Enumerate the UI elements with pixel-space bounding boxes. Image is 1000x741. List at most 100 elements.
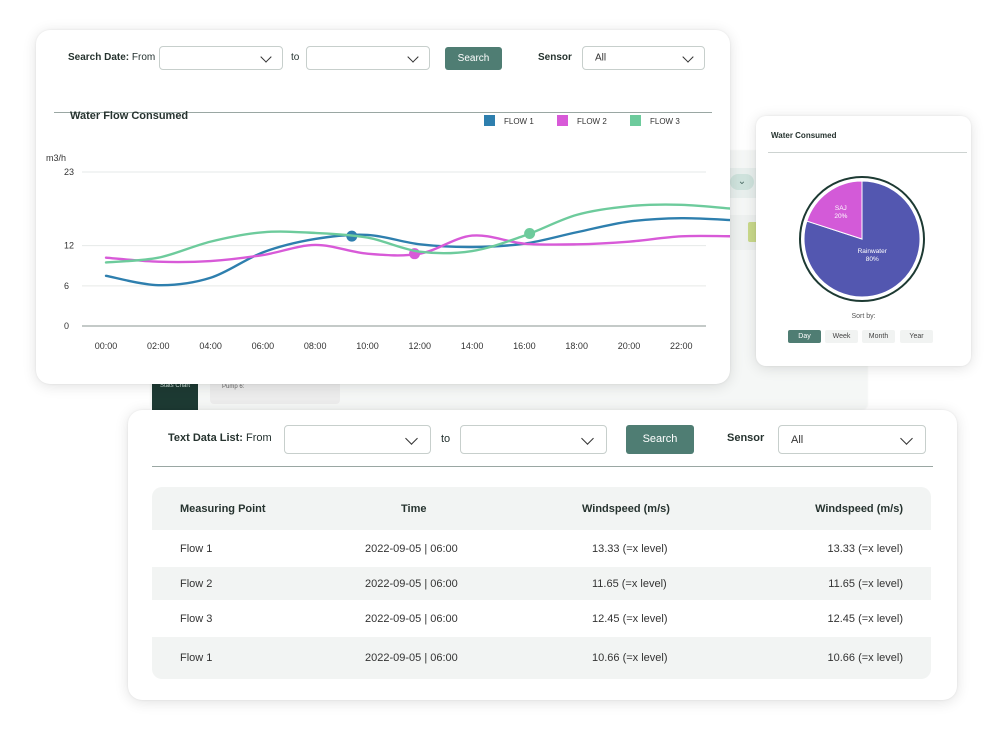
legend-label-flow-3: FLOW 3 [650, 117, 680, 126]
list-sensor-select[interactable]: All [778, 425, 926, 454]
cell-time: 2022-09-05 | 06:00 [365, 542, 458, 555]
background-pill: ⌄ [730, 174, 754, 190]
data-table: Measuring Point Time Windspeed (m/s) Win… [152, 487, 931, 679]
chevron-down-icon [900, 432, 913, 445]
search-date-label: Search Date: From [68, 52, 155, 63]
cell-windspeed: 13.33 (=x level) [592, 542, 668, 555]
series-line-flow-1 [104, 216, 730, 287]
list-to-label: to [441, 433, 451, 445]
series-line-flow-2 [104, 234, 730, 264]
cell-windspeed-2: 12.45 (=x level) [827, 612, 903, 625]
date-from-select[interactable] [159, 46, 283, 70]
cell-windspeed-2: 13.33 (=x level) [827, 542, 903, 555]
cell-time: 2022-09-05 | 06:00 [365, 652, 458, 664]
sensor-select[interactable]: All [582, 46, 705, 70]
background-chip [748, 222, 758, 242]
sort-label: Sort by: [851, 313, 876, 320]
table-header-row: Measuring Point Time Windspeed (m/s) Win… [152, 487, 931, 530]
list-search-button[interactable]: Search [626, 425, 694, 454]
x-tick-label: 00:00 [95, 341, 118, 351]
divider [54, 112, 712, 113]
sensor-value: All [595, 52, 607, 64]
water-flow-card: Search Date: From to Search Sensor All W… [36, 30, 730, 384]
cell-windspeed-2: 10.66 (=x level) [827, 652, 903, 664]
list-sensor-label: Sensor [727, 432, 765, 444]
text-data-list-label-from: From [246, 432, 272, 444]
x-tick-label: 20:00 [618, 341, 641, 351]
text-data-list-label-bold: Text Data List: [168, 432, 243, 444]
cell-measuring-point: Flow 1 [180, 542, 213, 555]
legend-swatch-flow-3 [630, 115, 641, 126]
legend-label-flow-2: FLOW 2 [577, 117, 607, 126]
search-date-label-bold: Search Date: [68, 52, 130, 63]
x-tick-label: 04:00 [199, 341, 222, 351]
list-from-select[interactable] [284, 425, 431, 454]
x-tick-label: 18:00 [565, 341, 588, 351]
table-row[interactable]: Flow 1 2022-09-05 | 06:00 10.66 (=x leve… [152, 637, 931, 679]
table-row[interactable]: Flow 1 2022-09-05 | 06:00 13.33 (=x leve… [152, 530, 931, 567]
pie-slice-saj [806, 180, 863, 240]
x-tick-label: 08:00 [304, 341, 327, 351]
column-header-windspeed-2: Windspeed (m/s) [815, 502, 903, 515]
search-date-label-from: From [131, 52, 156, 63]
pie-title: Water Consumed [771, 131, 837, 140]
series-marker-flow-3 [524, 228, 536, 240]
column-header-windspeed: Windspeed (m/s) [582, 502, 670, 515]
list-sensor-value: All [791, 433, 804, 446]
cell-time: 2022-09-05 | 06:00 [365, 577, 458, 590]
cell-time: 2022-09-05 | 06:00 [365, 612, 458, 625]
divider [152, 466, 933, 467]
cell-windspeed: 12.45 (=x level) [592, 612, 668, 625]
column-header-measuring-point: Measuring Point [180, 502, 266, 515]
text-data-list-card: Text Data List: From to Search Sensor Al… [128, 410, 957, 700]
sort-week-button[interactable]: Week [825, 330, 858, 343]
chevron-down-icon: ⌄ [737, 176, 747, 187]
x-tick-label: 10:00 [356, 341, 379, 351]
legend-swatch-flow-1 [484, 115, 495, 126]
search-button[interactable]: Search [445, 47, 502, 70]
pie-value-rainwater: 80% [866, 256, 879, 263]
x-tick-label: 14:00 [461, 341, 484, 351]
chevron-down-icon [581, 432, 594, 445]
chart-title: Water Flow Consumed [70, 110, 189, 122]
pie-label-saj: SAJ [835, 205, 847, 212]
x-tick-label: 16:00 [513, 341, 536, 351]
pie-value-saj: 20% [834, 213, 847, 220]
to-label: to [291, 52, 300, 63]
sort-month-button[interactable]: Month [862, 330, 895, 343]
y-tick-label: 6 [64, 281, 69, 291]
sensor-label: Sensor [538, 52, 572, 63]
water-consumed-card: Water Consumed Rainwater 80% SAJ 20% Sort b… [756, 116, 971, 366]
divider [768, 152, 967, 153]
background-pump-label: Pump 6: [222, 384, 245, 390]
text-data-list-label: Text Data List: From [168, 432, 272, 444]
cell-windspeed-2: 11.65 (=x level) [828, 577, 903, 590]
legend-swatch-flow-2 [557, 115, 568, 126]
x-tick-label: 22:00 [670, 341, 693, 351]
cell-windspeed: 11.65 (=x level) [592, 577, 667, 590]
cell-measuring-point: Flow 2 [180, 577, 213, 590]
cell-windspeed: 10.66 (=x level) [592, 652, 668, 664]
y-tick-label: 23 [64, 167, 74, 177]
table-row[interactable]: Flow 3 2022-09-05 | 06:00 12.45 (=x leve… [152, 600, 931, 637]
background-stats-label: Stats Chart [159, 383, 190, 389]
y-axis-label: m3/h [46, 153, 66, 163]
legend-label-flow-1: FLOW 1 [504, 117, 534, 126]
series-line-flow-3 [104, 203, 730, 264]
date-to-select[interactable] [306, 46, 430, 70]
cell-measuring-point: Flow 3 [180, 612, 213, 625]
y-tick-label: 0 [64, 321, 69, 331]
x-tick-label: 02:00 [147, 341, 170, 351]
cell-measuring-point: Flow 1 [180, 652, 213, 664]
x-tick-label: 12:00 [409, 341, 432, 351]
list-to-select[interactable] [460, 425, 607, 454]
chevron-down-icon [405, 432, 418, 445]
y-tick-label: 12 [64, 241, 74, 251]
sort-day-button[interactable]: Day [788, 330, 821, 343]
pie-slice-rainwater [803, 180, 921, 298]
line-chart: m3/h 23 12 6 0 00:00 02:00 04:00 06:00 08:00 10:00… [46, 115, 730, 351]
sort-year-button[interactable]: Year [900, 330, 933, 343]
table-row[interactable]: Flow 2 2022-09-05 | 06:00 11.65 (=x leve… [152, 567, 931, 600]
column-header-time: Time [401, 502, 427, 515]
